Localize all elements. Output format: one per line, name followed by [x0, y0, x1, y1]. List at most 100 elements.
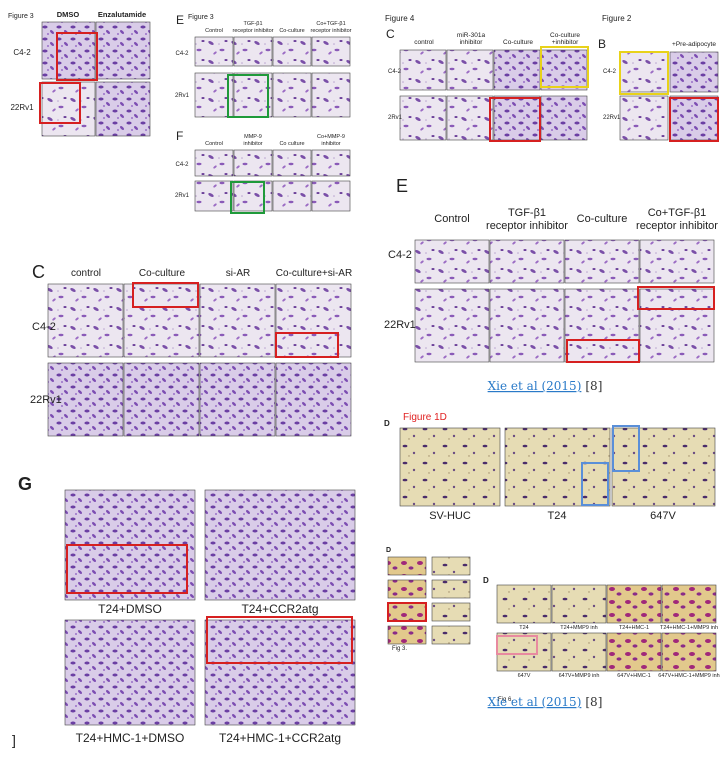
micrograph: [493, 49, 541, 91]
micrograph: [496, 632, 552, 672]
micrograph: [639, 239, 715, 284]
label: 647V+HMC-1: [617, 673, 650, 679]
label: 2Rv1: [175, 93, 190, 99]
micrograph: [611, 427, 716, 507]
label: control: [414, 39, 434, 46]
label: receptor inhibitor: [636, 220, 718, 232]
micrograph: [399, 427, 501, 507]
micrograph: [564, 239, 640, 284]
micrograph: [47, 283, 124, 358]
label: E: [176, 13, 184, 27]
label: receptor inhibitor: [486, 220, 568, 232]
label: Co-culture: [577, 213, 628, 225]
highlight-box: [496, 635, 538, 655]
highlight-box: [132, 282, 199, 308]
micrograph: [619, 95, 669, 141]
micrograph: [669, 51, 719, 93]
label: 22Rv1: [10, 103, 34, 112]
label: 647V+MMP9 inh: [559, 673, 600, 679]
highlight-box: [206, 616, 353, 664]
label: Co culture: [279, 141, 304, 147]
citation-link[interactable]: Xie et al (2015): [488, 379, 582, 393]
micrograph: [431, 602, 471, 622]
micrograph: [64, 619, 196, 726]
label: Co-culture+si-AR: [276, 268, 352, 279]
label: T24+DMSO: [98, 602, 162, 616]
label: 22Rv1: [30, 394, 62, 406]
micrograph: [551, 584, 607, 624]
label: inhibitor: [321, 141, 340, 147]
highlight-box: [637, 286, 715, 310]
highlight-box: [275, 332, 339, 358]
micrograph: [204, 489, 356, 601]
label: C4-2: [388, 69, 402, 75]
label: D: [384, 419, 390, 428]
micrograph: [194, 180, 234, 212]
micrograph: [199, 283, 276, 358]
label: +inhibitor: [552, 39, 579, 46]
highlight-box: [66, 544, 188, 594]
micrograph: [496, 584, 552, 624]
micrograph: [489, 288, 565, 363]
micrograph: [387, 602, 427, 622]
label: Control: [205, 141, 223, 147]
label: D: [386, 547, 391, 554]
micrograph: [41, 81, 96, 137]
micrograph: [414, 239, 490, 284]
label: T24: [519, 625, 528, 631]
label: Figure 2: [602, 14, 632, 23]
label: 2Rv1: [175, 193, 190, 199]
label: Figure 3: [188, 14, 214, 21]
label: MMP-9: [244, 134, 262, 140]
micrograph: [233, 149, 273, 177]
micrograph: [446, 49, 494, 91]
highlight-box: [619, 51, 669, 95]
highlight-box: [387, 602, 427, 622]
label: 2Rv1: [388, 115, 403, 121]
label: Control: [205, 28, 223, 34]
highlight-box: [581, 462, 609, 506]
micrograph: [123, 283, 200, 358]
micrograph: [233, 36, 273, 67]
micrograph: [194, 36, 234, 67]
highlight-box: [230, 181, 265, 214]
label: T24+HMC-1: [619, 625, 649, 631]
label: T24+HMC-1+MMP9 inh: [660, 625, 718, 631]
highlight-box: [56, 32, 98, 81]
label: Co-culture: [139, 268, 186, 279]
label: C4-2: [603, 69, 617, 75]
label: inhibitor: [243, 141, 262, 147]
label: C4-2: [32, 321, 56, 333]
label: Co-culture: [503, 39, 533, 46]
citation-link[interactable]: Xie et al (2015): [488, 695, 582, 709]
micrograph: [639, 288, 715, 363]
label: 647V+HMC-1+MMP9 inh: [658, 673, 719, 679]
label: C: [32, 262, 45, 282]
micrograph: [431, 625, 471, 645]
label: Co+TGF-β1: [648, 207, 707, 219]
label: Fig 3.: [392, 646, 407, 652]
micrograph: [399, 49, 447, 91]
micrograph: [619, 51, 669, 93]
micrograph: [272, 149, 312, 177]
micrograph: [387, 579, 427, 599]
highlight-box: [227, 74, 269, 118]
label: B: [598, 37, 606, 51]
micrograph: [194, 72, 234, 118]
label: Co+TGF-β1: [316, 21, 345, 27]
micrograph: [564, 288, 640, 363]
micrograph: [275, 362, 352, 437]
label: T24+HMC-1+CCR2atg: [219, 731, 341, 745]
citation-ref: [8]: [585, 695, 602, 709]
micrograph: [387, 625, 427, 645]
label: T24: [548, 510, 567, 522]
micrograph: [199, 362, 276, 437]
micrograph: [194, 149, 234, 177]
label: DMSO: [57, 10, 80, 19]
micrograph: [311, 180, 351, 212]
label: TGF-β1: [243, 21, 262, 27]
label: T24+MMP9 inh: [560, 625, 597, 631]
label: C4-2: [175, 51, 189, 57]
label: C: [386, 27, 395, 41]
micrograph: [387, 556, 427, 576]
